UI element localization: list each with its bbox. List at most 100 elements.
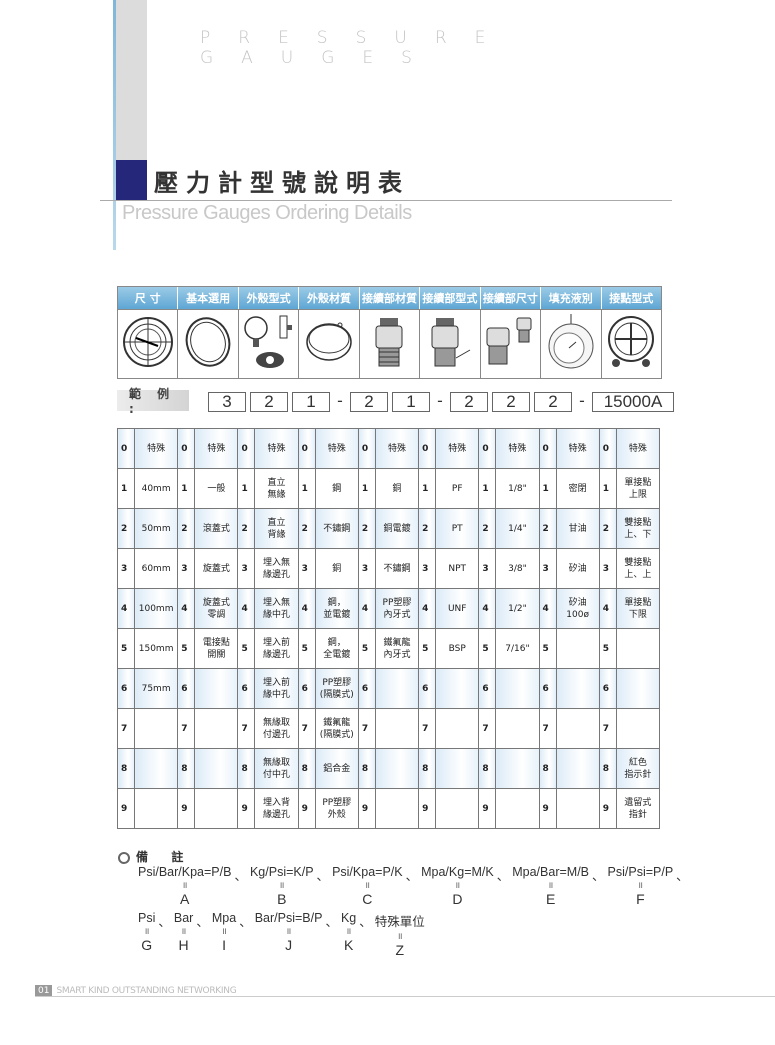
code-separator: -	[437, 391, 443, 410]
code-description	[615, 708, 661, 749]
equals-mark: ॥	[364, 880, 371, 890]
code-description: 75mm	[133, 668, 179, 709]
code-number: 1	[418, 468, 437, 509]
unit-letter: A	[180, 891, 190, 907]
description-line: 旋蓋式	[202, 597, 230, 608]
code-number: 2	[117, 508, 135, 549]
code-description	[495, 668, 540, 709]
accent-line	[113, 0, 116, 250]
code-description	[194, 668, 239, 709]
case-style-icon	[242, 312, 296, 376]
code-description: 無緣取 付邊孔	[254, 708, 299, 749]
code-number: 9	[598, 788, 617, 829]
bullet-icon	[118, 851, 130, 864]
description-line: 緣中孔	[263, 609, 291, 620]
description-line: 無緣取	[263, 717, 291, 728]
description-line: 特殊	[387, 443, 406, 454]
code-number: 5	[357, 628, 376, 669]
code-table: 0 特殊 0 特殊 0 特殊 0 特殊 0 特殊 0 特殊 0 特殊 0 特殊 0 特殊 1 40mm 1 一般 1 直立 無緣…	[117, 428, 661, 829]
description-line: 內牙式	[383, 609, 411, 620]
code-number: 5	[297, 628, 316, 669]
description-line: 背緣	[267, 529, 286, 540]
code-separator: -	[337, 391, 343, 410]
description-line: 100ø	[566, 609, 589, 620]
code-description: 紅色 指示針	[615, 748, 661, 789]
description-line: 40mm	[141, 483, 171, 494]
code-description: 旋蓋式 零調	[194, 588, 239, 629]
unit-letter: D	[452, 891, 463, 907]
unit-letter: C	[362, 891, 373, 907]
unit-text: Bar/Psi=B/P	[254, 911, 323, 925]
description-line: 無緣	[267, 489, 286, 500]
separator: 、	[196, 915, 209, 929]
unit-text: Bar	[173, 911, 194, 925]
description-line: 特殊	[508, 443, 527, 454]
separator: 、	[316, 869, 330, 883]
code-number: 2	[357, 508, 376, 549]
code-description	[435, 708, 480, 749]
footer-slogan: SMART KIND OUTSTANDING NETWORKING	[56, 986, 237, 996]
code-description: 特殊	[254, 428, 299, 469]
code-number: 1	[478, 468, 497, 509]
description-line: 全電鍍	[323, 649, 351, 660]
separator: 、	[592, 869, 605, 883]
code-number: 3	[297, 548, 316, 589]
code-description	[495, 788, 540, 829]
description-line: 外殼	[327, 809, 346, 820]
notes-section: 備 註 Psi/Bar/Kpa=P/B ॥ A、 Kg/Psi=K/P ॥ B、 Psi/K…	[118, 848, 692, 958]
code-description: 不鏽鋼	[374, 548, 420, 589]
unit-letter: Z	[395, 942, 405, 958]
description-line: 埋入前	[263, 637, 291, 648]
code-description	[615, 628, 661, 669]
code-description: 埋入前 緣邊孔	[254, 628, 299, 669]
top-banner-text: PRESSURE GAUGES	[200, 28, 514, 68]
unit-text: Psi	[138, 911, 156, 925]
unit-text: Kg	[340, 911, 357, 925]
description-line: 上、上	[624, 569, 652, 580]
code-description: 1/8"	[495, 468, 540, 509]
category-image	[602, 309, 661, 378]
unit-mapping: 特殊單位 ॥ Z	[375, 911, 425, 958]
category-image	[420, 309, 481, 378]
code-number: 6	[478, 668, 497, 709]
description-line: 特殊	[267, 443, 286, 454]
code-number: 6	[117, 668, 135, 709]
code-number: 7	[297, 708, 316, 749]
description-line: 100mm	[138, 603, 174, 614]
code-number: 2	[297, 508, 316, 549]
code-description: 特殊	[374, 428, 420, 469]
equals-mark: ॥	[637, 880, 644, 890]
code-number: 3	[177, 548, 196, 589]
code-number: 9	[357, 788, 376, 829]
category-header: 接點型式	[601, 287, 661, 309]
code-description: 銅	[314, 548, 359, 589]
description-line: 緣中孔	[263, 689, 291, 700]
code-box: 2	[250, 392, 288, 412]
category-image	[178, 309, 239, 378]
unit-text: Psi/Psi=P/P	[607, 865, 674, 879]
category-header: 接續部尺寸	[480, 287, 542, 309]
description-line: 銅	[332, 563, 342, 574]
description-line: UNF	[447, 603, 467, 614]
description-line: 埋入無	[263, 597, 291, 608]
code-number: 2	[177, 508, 196, 549]
code-description: 鋼， 全電鍍	[314, 628, 359, 669]
table-row: 9 9 9 埋入背 緣邊孔 9 PP塑膠 外殼 9 9 9 9 9 遺留式 指針	[117, 788, 661, 829]
code-number: 5	[177, 628, 196, 669]
unit-mapping: Mpa/Bar=M/B ॥ E	[512, 865, 589, 907]
unit-text: Kg/Psi=K/P	[249, 865, 314, 879]
code-box: 1	[292, 392, 330, 412]
code-box: 2	[450, 392, 488, 412]
code-description: 特殊	[435, 428, 480, 469]
code-description	[435, 668, 480, 709]
code-description: 銅	[374, 468, 420, 509]
table-row: 1 40mm 1 一般 1 直立 無緣 1 鋼 1 銅 1 PF 1 1/8" 1 密閉 1 單接點 上限	[117, 468, 661, 509]
unit-text: Mpa	[211, 911, 237, 925]
code-description: PF	[435, 468, 480, 509]
code-number: 5	[117, 628, 135, 669]
notes-line-1: Psi/Bar/Kpa=P/B ॥ A、 Kg/Psi=K/P ॥ B、 Psi/Kpa=P…	[138, 865, 692, 907]
code-number: 0	[538, 428, 557, 469]
description-line: 不鏽鋼	[323, 523, 351, 534]
code-description: 單接點 下限	[615, 588, 661, 629]
unit-text: 特殊單位	[374, 915, 425, 929]
